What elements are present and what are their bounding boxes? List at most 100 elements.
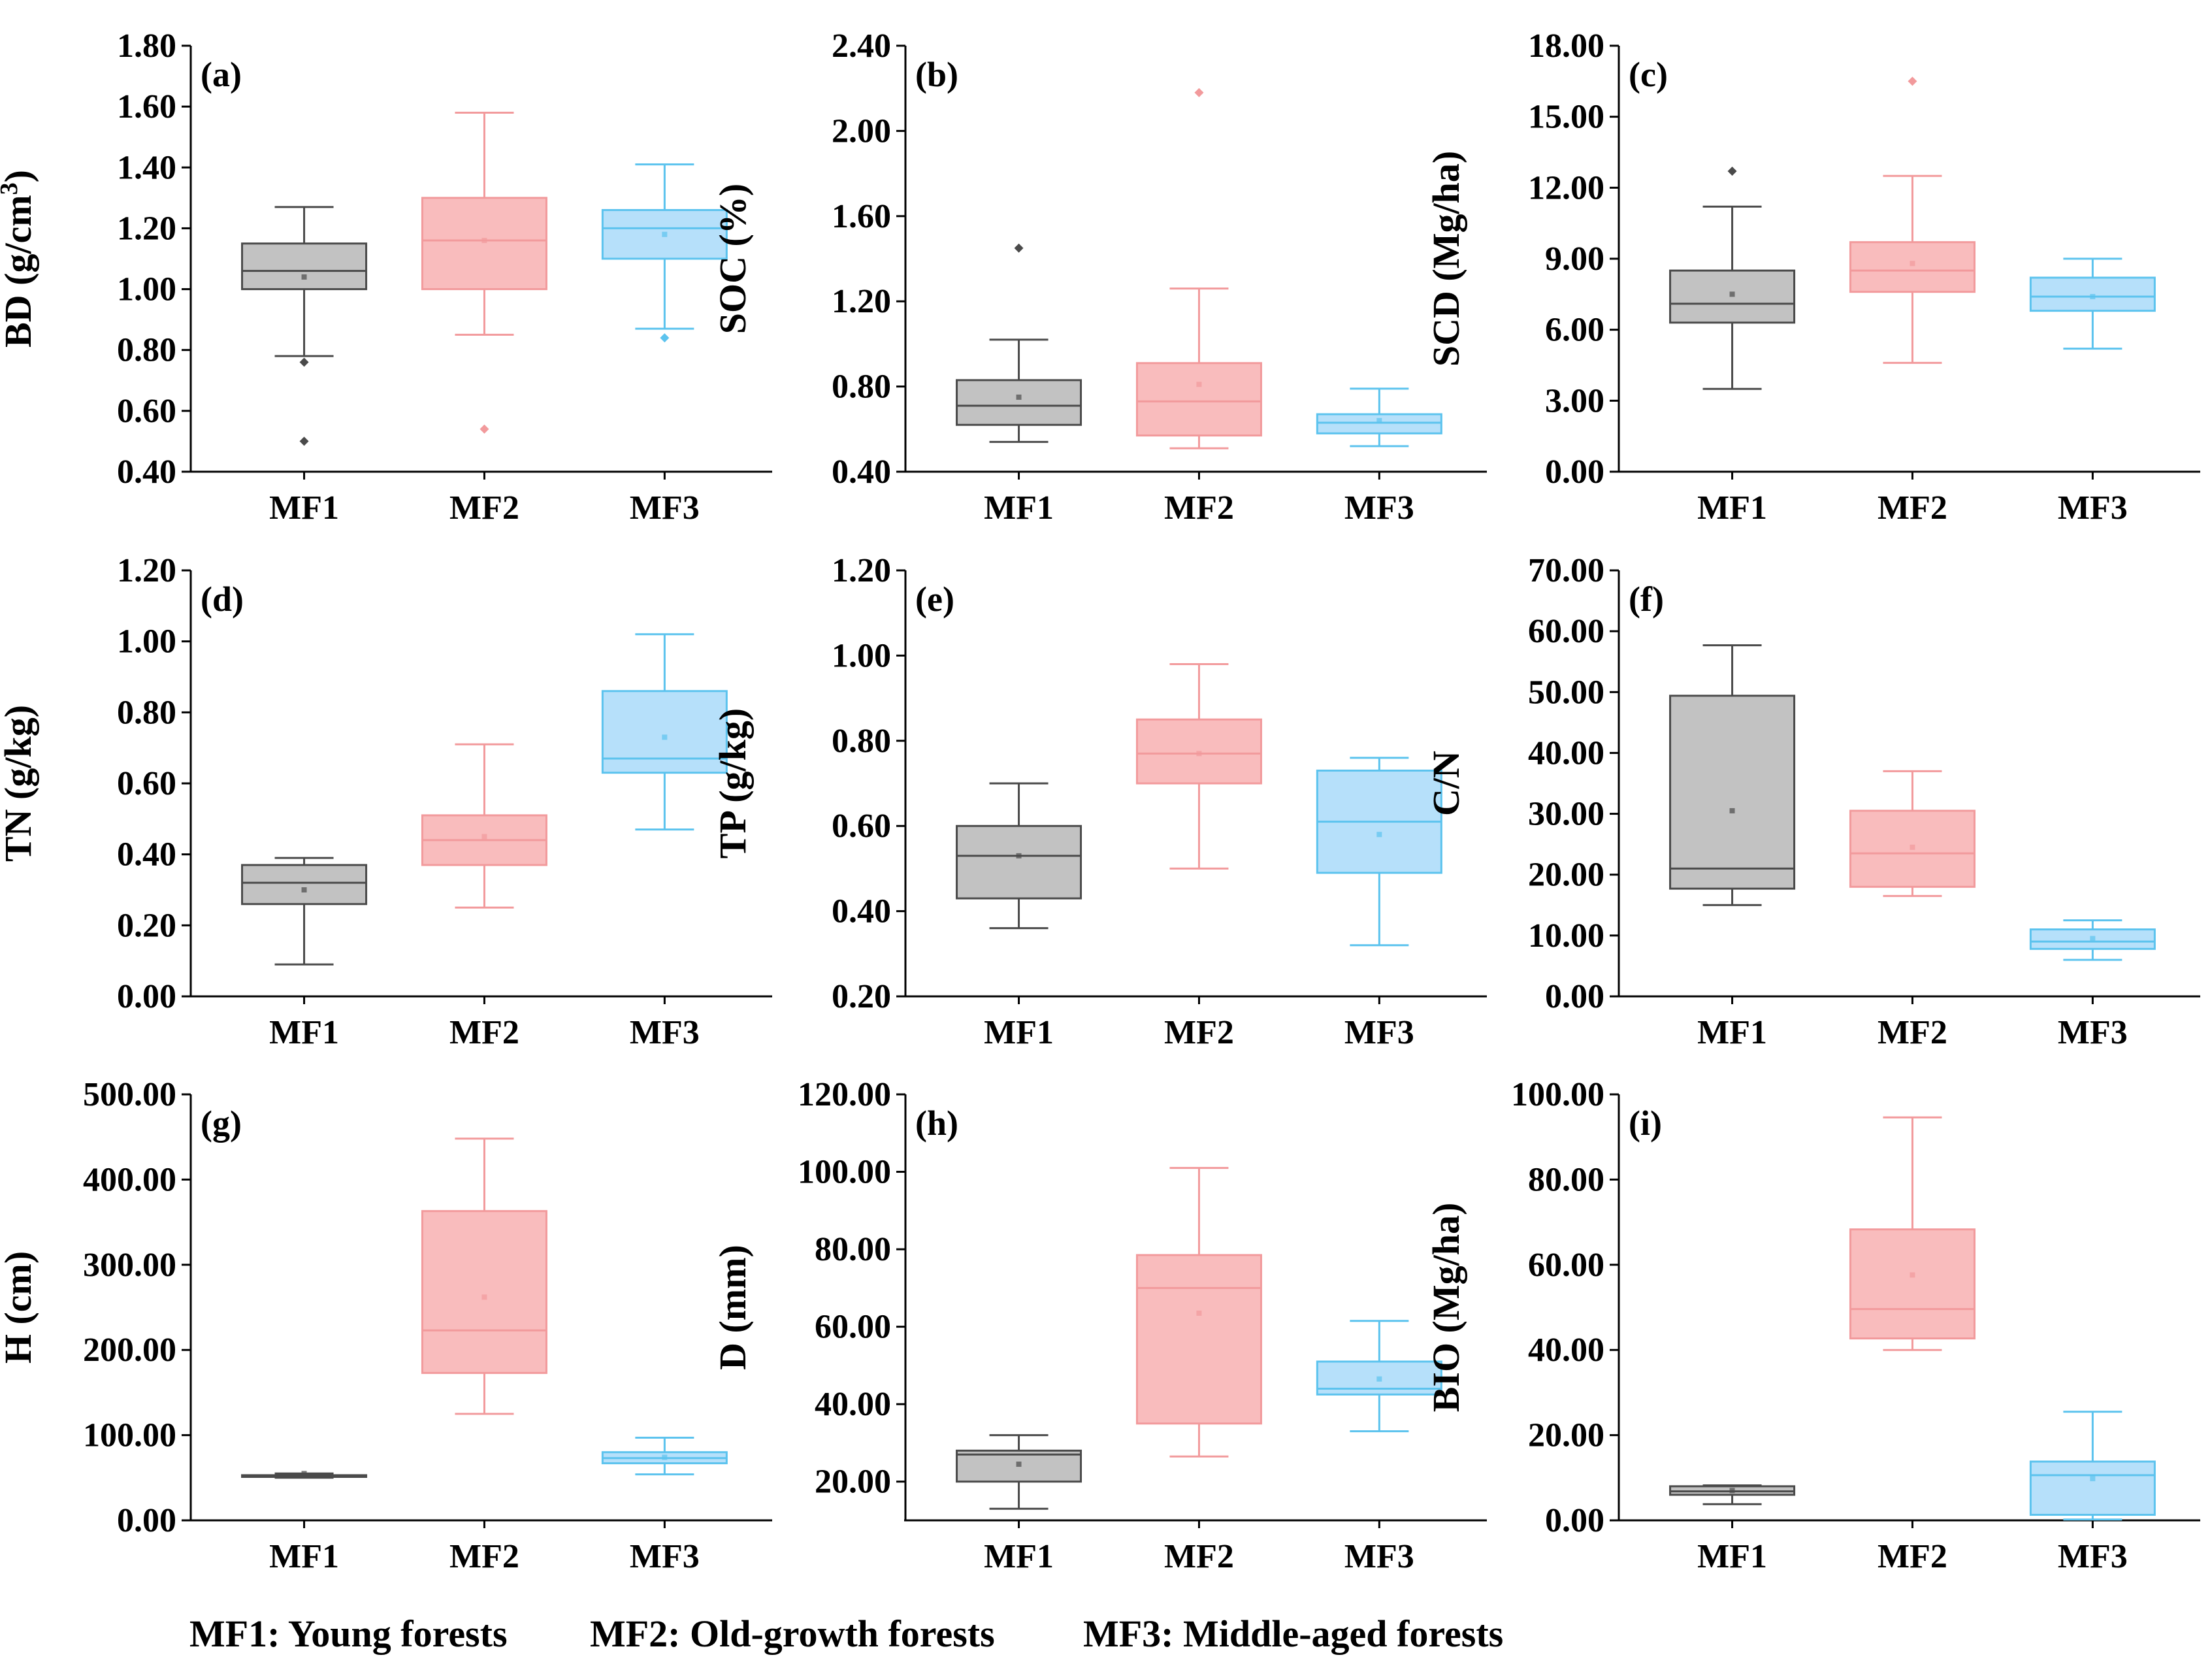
mean-marker [1729, 808, 1735, 813]
box-mf2 [421, 1137, 547, 1415]
box-mf3 [601, 1437, 728, 1476]
mean-marker [1196, 751, 1202, 757]
y-axis-title: H (cm) [0, 1251, 39, 1364]
outlier-point [480, 424, 489, 434]
legend-mf1: MF1: Young forests [189, 1612, 508, 1655]
y-tick-label: 0.00 [1545, 1502, 1604, 1539]
mean-marker [301, 274, 307, 280]
y-axis-title-main: TP (g/kg) [711, 708, 754, 859]
box-mf1 [241, 206, 368, 446]
box-iqr [956, 825, 1082, 900]
box-iqr [421, 1210, 547, 1374]
y-tick-label: 1.40 [117, 149, 176, 186]
y-axis-title: D (mm) [711, 1245, 754, 1370]
x-tick-label: MF1 [984, 1538, 1054, 1575]
x-tick-label: MF1 [269, 1538, 339, 1575]
x-tick-label: MF1 [1697, 489, 1767, 527]
x-tick-label: MF1 [984, 1014, 1054, 1051]
y-axis-title-sup: 3 [0, 182, 23, 195]
x-tick-label: MF3 [630, 1538, 700, 1575]
outlier-point [299, 436, 309, 446]
x-tick-label: MF3 [1344, 1014, 1414, 1051]
box-mf1 [956, 1434, 1082, 1510]
panel-c: 0.00 3.00 6.00 9.00 12.00 15.00 18.00 MF1 MF2 MF3… [1425, 27, 2200, 527]
legend: MF1: Young forests MF2: Old-growth fores… [189, 1612, 1503, 1655]
x-tick-label: MF2 [1878, 1014, 1947, 1051]
panel-i: 0.00 20.00 40.00 60.00 80.00 100.00 MF1 MF2 MF3 (… [1425, 1076, 2200, 1575]
legend-mf3: MF3: Middle-aged forests [1083, 1612, 1503, 1655]
y-tick-label: 40.00 [1528, 1332, 1604, 1369]
y-axis-title-main: C/N [1425, 751, 1467, 816]
box-iqr [1849, 1228, 1976, 1340]
box-mf3 [1316, 757, 1442, 947]
y-tick-label: 1.00 [832, 637, 891, 674]
y-tick-label: 0.60 [117, 765, 176, 802]
y-tick-label: 1.00 [117, 623, 176, 661]
y-tick-label: 20.00 [815, 1464, 891, 1501]
mean-marker [481, 1294, 487, 1300]
y-tick-label: 50.00 [1528, 674, 1604, 711]
x-tick-label: MF1 [984, 489, 1054, 527]
y-tick-label: 400.00 [83, 1161, 176, 1198]
box-mf2 [1849, 770, 1976, 897]
box-iqr [2029, 928, 2156, 950]
y-tick-label: 1.20 [117, 210, 176, 247]
x-tick-label: MF1 [1697, 1538, 1767, 1575]
box-mf2 [1135, 1167, 1262, 1458]
panel-label: (e) [915, 580, 954, 619]
y-tick-label: 0.40 [832, 893, 891, 930]
x-tick-label: MF2 [1878, 489, 1947, 527]
panel-b: 0.40 0.80 1.20 1.60 2.00 2.40 MF1 MF2 MF3 (b) SOC … [711, 27, 1487, 527]
y-tick-label: 60.00 [1528, 613, 1604, 650]
y-tick-label: 0.60 [832, 808, 891, 845]
mean-marker [1376, 1376, 1382, 1382]
box-mf2 [1135, 88, 1262, 450]
y-tick-label: 15.00 [1528, 99, 1604, 136]
y-tick-label: 20.00 [1528, 857, 1604, 894]
mean-marker [301, 887, 307, 892]
y-tick-label: 0.00 [117, 978, 176, 1015]
mean-marker [1376, 417, 1382, 423]
box-iqr [956, 379, 1082, 426]
panel-e: 0.20 0.40 0.60 0.80 1.00 1.20 MF1 MF2 MF3 (e) TP (… [711, 552, 1487, 1051]
panel-a: 0.40 0.60 0.80 1.00 1.20 1.40 1.60 1.80 MF1 MF2 MF… [0, 27, 772, 527]
y-tick-label: 1.20 [832, 552, 891, 589]
mean-marker [481, 238, 487, 244]
y-axis-title-end: ) [0, 170, 39, 182]
y-tick-label: 60.00 [1528, 1247, 1604, 1284]
mean-marker [1729, 291, 1735, 297]
y-tick-label: 500.00 [83, 1076, 176, 1113]
panel-label: (i) [1629, 1104, 1662, 1143]
y-tick-label: 100.00 [798, 1154, 891, 1191]
y-tick-label: 0.80 [117, 694, 176, 731]
x-tick-label: MF3 [1344, 1538, 1414, 1575]
y-axis-title: BD (g/cm3) [0, 170, 39, 348]
y-axis-title-main: TN (g/kg) [0, 705, 39, 862]
y-tick-label: 1.20 [117, 552, 176, 589]
box-mf2 [1849, 1116, 1976, 1351]
x-tick-label: MF3 [2058, 1014, 2128, 1051]
box-iqr [241, 864, 368, 906]
box-iqr [1135, 362, 1262, 437]
y-axis-title: TP (g/kg) [711, 708, 754, 859]
y-axis-title-main: BD (g/cm [0, 195, 39, 348]
y-tick-label: 0.00 [1545, 453, 1604, 491]
y-tick-label: 70.00 [1528, 552, 1604, 589]
y-tick-label: 0.60 [117, 393, 176, 430]
box-iqr [2029, 1460, 2156, 1516]
y-tick-label: 2.00 [832, 112, 891, 150]
panel-label: (a) [201, 55, 242, 94]
box-mf3 [1316, 387, 1442, 448]
y-tick-label: 30.00 [1528, 796, 1604, 833]
legend-mf2: MF2: Old-growth forests [590, 1612, 995, 1655]
x-tick-label: MF2 [1164, 489, 1234, 527]
y-tick-label: 18.00 [1528, 27, 1604, 65]
outlier-point [1014, 243, 1024, 253]
panel-label: (b) [915, 55, 958, 94]
x-tick-label: MF1 [1697, 1014, 1767, 1051]
mean-marker [1016, 394, 1022, 400]
y-tick-label: 0.20 [832, 978, 891, 1015]
y-tick-label: 100.00 [83, 1417, 176, 1454]
y-tick-label: 300.00 [83, 1247, 176, 1284]
y-tick-label: 0.00 [117, 1502, 176, 1539]
